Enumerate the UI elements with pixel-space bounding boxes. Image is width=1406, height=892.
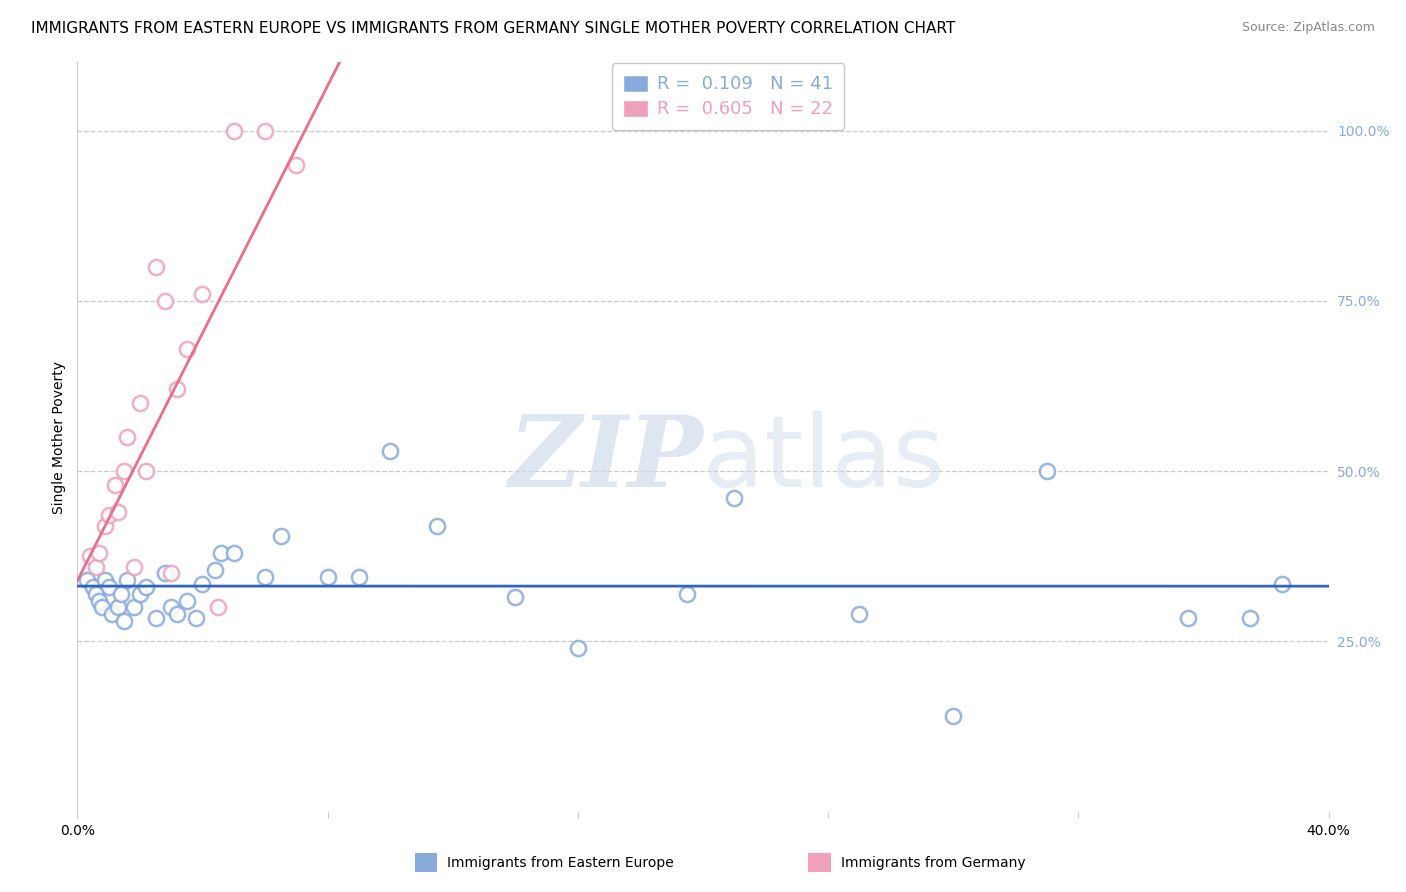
Point [166,607,188,622]
Point [676,587,699,601]
Point [112,614,135,628]
Point [97,508,120,523]
Point [104,477,127,491]
Point [942,709,965,723]
Point [222,546,245,560]
Point [209,546,232,560]
Point [107,505,129,519]
Point [426,518,449,533]
Point [107,600,129,615]
Point [1177,610,1199,624]
Point [117,573,139,587]
Text: atlas: atlas [703,411,945,508]
Point [94,573,117,587]
Point [122,559,145,574]
Point [380,443,402,458]
Point [135,580,157,594]
Point [89,546,111,560]
Point [253,570,276,584]
Point [204,563,226,577]
Point [160,600,183,615]
Point [84,559,107,574]
Point [145,610,167,624]
Point [160,566,183,581]
Point [316,570,339,584]
Point [135,464,157,478]
Legend: R =  0.109   N = 41, R =  0.605   N = 22: R = 0.109 N = 41, R = 0.605 N = 22 [612,63,845,129]
Point [347,570,370,584]
Point [89,593,111,607]
Point [848,607,870,622]
Point [145,260,167,274]
Point [153,566,176,581]
Point [723,491,745,506]
Point [505,590,527,604]
Point [1239,610,1261,624]
Text: Immigrants from Eastern Europe: Immigrants from Eastern Europe [447,855,673,870]
Point [129,587,152,601]
Point [1271,576,1294,591]
Point [100,607,122,622]
Y-axis label: Single Mother Poverty: Single Mother Poverty [52,360,66,514]
Point [176,593,198,607]
Point [84,587,107,601]
Point [207,600,229,615]
Point [76,573,98,587]
Point [79,549,101,564]
Point [110,587,132,601]
Point [153,293,176,308]
Point [117,430,139,444]
Text: Immigrants from Germany: Immigrants from Germany [841,855,1025,870]
Point [122,600,145,615]
Text: Source: ZipAtlas.com: Source: ZipAtlas.com [1241,21,1375,35]
Point [176,342,198,356]
Point [222,123,245,137]
Point [129,396,152,410]
Point [112,464,135,478]
Point [191,576,214,591]
Point [166,383,188,397]
Point [82,580,104,594]
Point [94,518,117,533]
Point [285,158,308,172]
Point [91,600,114,615]
Point [253,123,276,137]
Text: ZIP: ZIP [508,411,703,508]
Point [1036,464,1059,478]
Point [97,580,120,594]
Text: IMMIGRANTS FROM EASTERN EUROPE VS IMMIGRANTS FROM GERMANY SINGLE MOTHER POVERTY : IMMIGRANTS FROM EASTERN EUROPE VS IMMIGR… [31,21,955,37]
Point [567,641,589,656]
Point [270,529,292,543]
Point [186,610,208,624]
Point [191,287,214,301]
